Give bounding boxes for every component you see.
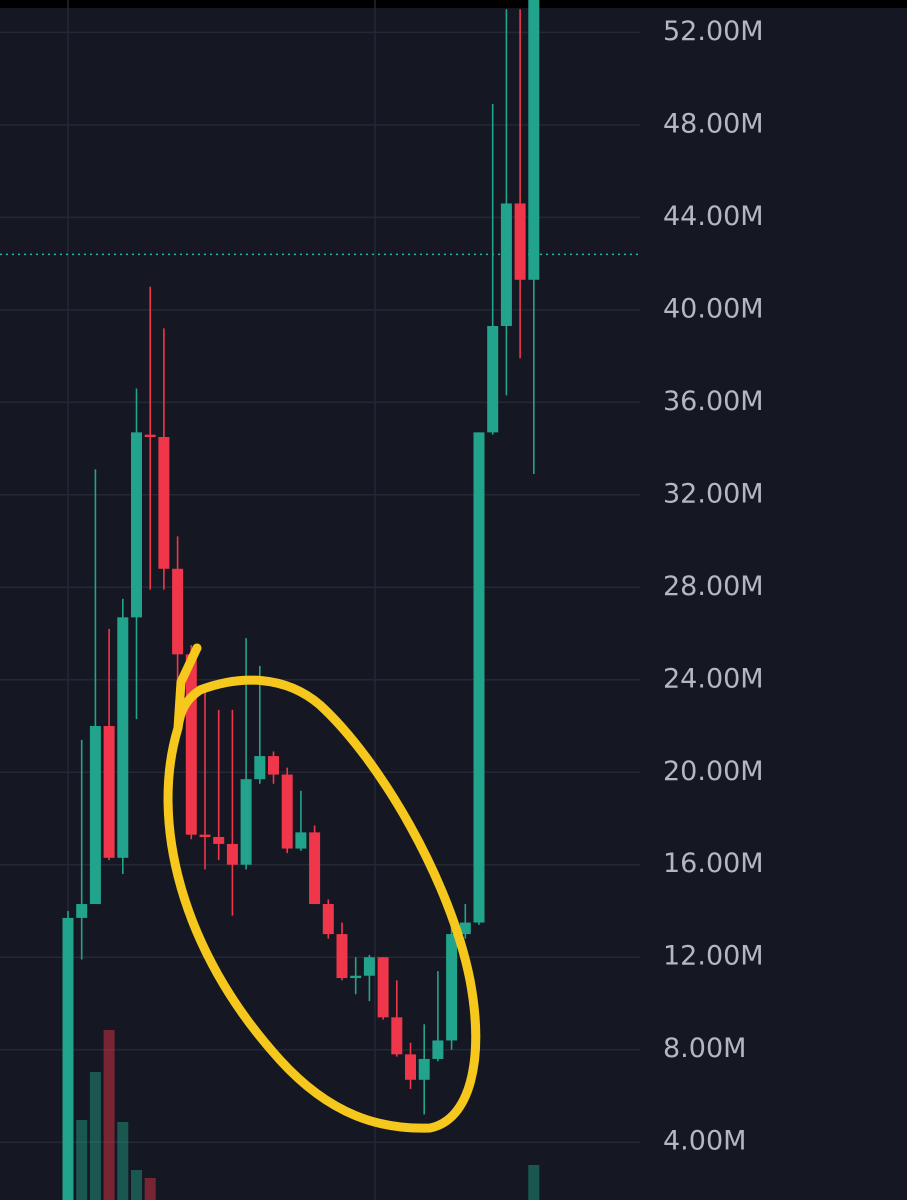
candle-body [309, 832, 321, 905]
volume-bar [117, 1122, 129, 1200]
y-axis: 4.00M 8.00M 12.00M 16.00M 20.00M 24.00M 28.00M… [663, 16, 764, 1157]
y-tick-label: 28.00M [663, 571, 764, 602]
y-tick-label: 36.00M [663, 386, 764, 417]
candle-body [131, 432, 142, 618]
candle-body [76, 904, 88, 918]
candle-body [405, 1054, 416, 1080]
candle-body [295, 832, 307, 849]
y-tick-label: 52.00M [663, 16, 764, 47]
y-tick-label: 24.00M [663, 663, 764, 694]
y-tick-label: 48.00M [663, 108, 764, 139]
volume-bar [528, 1165, 540, 1200]
candle-body [281, 774, 293, 849]
candle-body [418, 1058, 430, 1080]
candle-body [473, 432, 485, 923]
candle-body [62, 917, 74, 1200]
y-tick-label: 16.00M [663, 848, 764, 879]
candle-body [487, 326, 499, 433]
candle-body [185, 654, 197, 835]
candle-body [158, 436, 170, 569]
candle-body [213, 836, 225, 844]
candle-body [240, 779, 252, 865]
volume-bar [89, 1072, 101, 1200]
y-tick-label: 12.00M [663, 941, 764, 972]
y-tick-label: 8.00M [663, 1033, 746, 1064]
highlight-ellipse [163, 643, 481, 1133]
candle-body [268, 756, 279, 775]
candle-body [391, 1017, 403, 1055]
candle-body [226, 843, 238, 865]
y-tick-label: 32.00M [663, 478, 764, 509]
candle-body [172, 568, 184, 655]
candle-body [117, 617, 129, 858]
candle-body [446, 934, 458, 1041]
candle-body [144, 434, 156, 437]
candle-body [254, 756, 266, 780]
volume-bar [131, 1170, 142, 1200]
candle-body [514, 203, 526, 280]
y-tick-label: 20.00M [663, 756, 764, 787]
candle-body [528, 0, 540, 280]
candles [62, 0, 540, 1200]
volume-bar [103, 1030, 115, 1200]
candle-body [336, 934, 348, 979]
y-tick-label: 40.00M [663, 293, 764, 324]
candle-body [89, 726, 101, 905]
volume-bar [144, 1178, 156, 1200]
candle-body [363, 957, 375, 976]
top-bar [0, 0, 907, 8]
volume-bars [76, 1030, 540, 1200]
candle-body [432, 1040, 444, 1059]
candle-body [350, 975, 362, 979]
y-tick-label: 44.00M [663, 201, 764, 232]
y-tick-label: 4.00M [663, 1126, 746, 1157]
candle-body [322, 904, 334, 935]
candle-body [500, 203, 512, 327]
candle-body [103, 726, 115, 858]
volume-bar [76, 1120, 88, 1200]
candle-body [377, 957, 389, 1018]
candle-body [459, 922, 471, 935]
candle-body [199, 834, 211, 837]
